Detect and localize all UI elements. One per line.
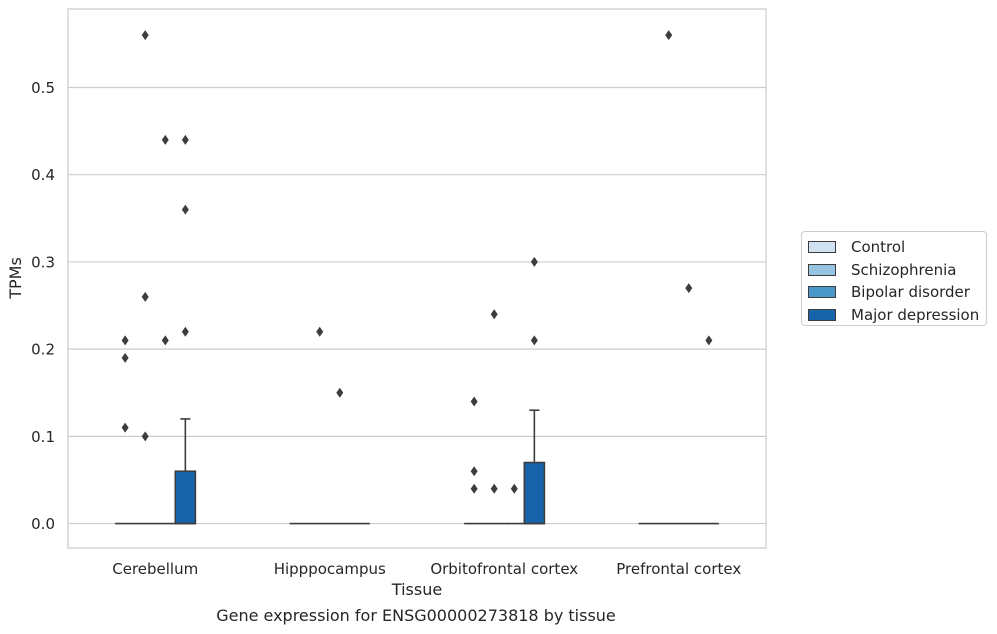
box [174, 470, 197, 525]
outlier-point [685, 283, 693, 294]
legend-swatch [808, 241, 836, 254]
legend-swatch [808, 286, 836, 299]
outlier-point [181, 204, 189, 215]
outlier-point [470, 396, 478, 407]
y-tick-label: 0.1 [31, 428, 55, 446]
x-tick-label: Prefrontal cortex [616, 560, 741, 578]
outlier-point [470, 483, 478, 494]
outlier-point [530, 335, 538, 346]
outlier-point [141, 291, 149, 302]
outlier-point [161, 335, 169, 346]
outlier-point [336, 387, 344, 398]
x-tick-labels: Cerebellum Hipppocampus Orbitofrontal cort… [112, 560, 741, 578]
outlier-point [141, 431, 149, 442]
outlier-point [490, 309, 498, 320]
legend-item: Major depression [808, 304, 980, 327]
y-tick-label: 0.2 [31, 341, 55, 359]
y-tick-label: 0.4 [31, 166, 55, 184]
outlier-point [141, 30, 149, 41]
outlier-point [490, 483, 498, 494]
outlier-point [470, 466, 478, 477]
y-tick-label: 0.0 [31, 515, 55, 533]
legend-item: Schizophrenia [808, 259, 980, 282]
legend-swatch [808, 308, 836, 321]
chart-caption: Gene expression for ENSG00000273818 by t… [216, 606, 616, 625]
plot-area-frame [67, 8, 767, 549]
legend-item: Control [808, 236, 980, 259]
legend-label: Major depression [851, 305, 980, 324]
legend-item: Bipolar disorder [808, 281, 980, 304]
box [523, 461, 546, 525]
x-tick-label: Hipppocampus [274, 560, 386, 578]
gridlines [68, 86, 766, 525]
outlier-point [510, 483, 518, 494]
legend: Control Schizophrenia Bipolar disorder Majo… [801, 231, 987, 326]
y-tick-label: 0.5 [31, 79, 55, 97]
outlier-point [665, 30, 673, 41]
outlier-point [705, 335, 713, 346]
x-tick-label: Orbitofrontal cortex [430, 560, 578, 578]
box-elements [115, 409, 719, 525]
legend-label: Schizophrenia [851, 260, 957, 279]
outlier-point [181, 326, 189, 337]
outlier-point [121, 422, 129, 433]
legend-label: Control [851, 238, 906, 257]
outlier-points [121, 30, 713, 494]
outlier-point [161, 134, 169, 145]
outlier-point [121, 352, 129, 363]
y-axis-label: TPMs [6, 257, 25, 300]
outlier-point [181, 134, 189, 145]
y-tick-label: 0.3 [31, 253, 55, 271]
x-tick-label: Cerebellum [112, 560, 198, 578]
x-axis-label: Tissue [391, 580, 442, 599]
y-tick-labels: 0.0 0.1 0.2 0.3 0.4 0.5 [31, 79, 55, 533]
legend-swatch [808, 263, 836, 276]
legend-label: Bipolar disorder [851, 283, 970, 302]
outlier-point [121, 335, 129, 346]
outlier-point [316, 326, 324, 337]
outlier-point [530, 256, 538, 267]
